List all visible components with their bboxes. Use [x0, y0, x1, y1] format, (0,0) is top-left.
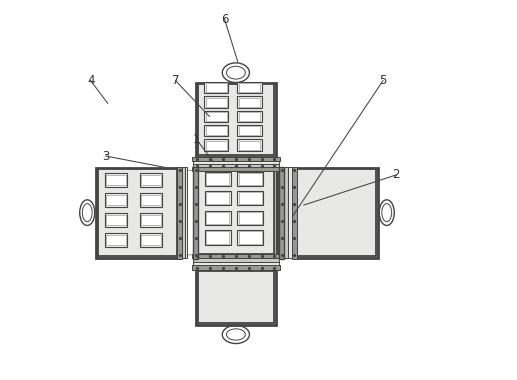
- Ellipse shape: [82, 204, 92, 222]
- Ellipse shape: [226, 329, 245, 340]
- Bar: [237, 191, 263, 206]
- Bar: [206, 212, 229, 224]
- Bar: [141, 174, 161, 185]
- Bar: [193, 262, 279, 266]
- Bar: [237, 82, 262, 93]
- Bar: [206, 231, 229, 244]
- Bar: [204, 97, 229, 108]
- Bar: [106, 234, 126, 245]
- Bar: [237, 125, 262, 136]
- Bar: [292, 166, 297, 259]
- Bar: [98, 169, 177, 256]
- Bar: [177, 166, 183, 259]
- Bar: [205, 230, 231, 245]
- Bar: [204, 111, 229, 122]
- Bar: [237, 139, 262, 151]
- Bar: [206, 83, 227, 92]
- Bar: [288, 167, 292, 258]
- Bar: [206, 192, 229, 204]
- Bar: [192, 167, 280, 171]
- Bar: [239, 126, 260, 135]
- Bar: [140, 214, 162, 226]
- Bar: [198, 84, 273, 155]
- Bar: [237, 97, 262, 108]
- Bar: [237, 111, 262, 122]
- Bar: [193, 258, 279, 262]
- Bar: [196, 169, 276, 256]
- Bar: [206, 126, 227, 135]
- Ellipse shape: [382, 204, 392, 222]
- Bar: [237, 171, 263, 186]
- Bar: [204, 125, 229, 136]
- Bar: [106, 195, 126, 206]
- Bar: [140, 233, 162, 247]
- Bar: [279, 166, 284, 259]
- Text: 7: 7: [172, 74, 179, 87]
- Bar: [141, 195, 161, 206]
- Bar: [237, 230, 263, 245]
- Text: 6: 6: [221, 13, 229, 25]
- Bar: [196, 83, 276, 157]
- Bar: [204, 82, 229, 93]
- Bar: [198, 171, 273, 254]
- Bar: [204, 139, 229, 151]
- Bar: [295, 168, 378, 258]
- Bar: [206, 173, 229, 185]
- Bar: [193, 164, 279, 167]
- Bar: [141, 215, 161, 225]
- Bar: [239, 83, 260, 92]
- Bar: [284, 167, 288, 258]
- Bar: [193, 166, 198, 259]
- Text: 4: 4: [87, 74, 95, 87]
- Bar: [239, 212, 262, 224]
- Text: 2: 2: [392, 168, 400, 181]
- Bar: [140, 193, 162, 207]
- Bar: [96, 168, 179, 258]
- Text: 3: 3: [102, 150, 110, 163]
- Bar: [239, 98, 260, 107]
- Bar: [239, 112, 260, 121]
- Bar: [104, 193, 127, 207]
- Bar: [205, 171, 231, 186]
- Bar: [239, 173, 262, 185]
- Bar: [181, 167, 185, 258]
- Bar: [237, 211, 263, 225]
- Bar: [141, 234, 161, 245]
- Bar: [194, 166, 278, 259]
- Bar: [206, 141, 227, 150]
- Bar: [239, 192, 262, 204]
- Bar: [104, 233, 127, 247]
- Bar: [193, 161, 279, 164]
- Bar: [185, 167, 187, 258]
- Bar: [196, 270, 276, 325]
- Bar: [198, 271, 273, 323]
- Bar: [239, 231, 262, 244]
- Bar: [192, 254, 280, 258]
- Bar: [104, 214, 127, 226]
- Bar: [192, 266, 280, 270]
- Bar: [140, 173, 162, 187]
- Ellipse shape: [226, 66, 245, 79]
- Bar: [206, 98, 227, 107]
- Bar: [104, 173, 127, 187]
- Text: 1: 1: [192, 133, 200, 146]
- Bar: [297, 169, 376, 256]
- Text: 5: 5: [379, 74, 387, 87]
- Bar: [106, 174, 126, 185]
- Bar: [206, 112, 227, 121]
- Bar: [205, 211, 231, 225]
- Bar: [106, 215, 126, 225]
- Bar: [205, 191, 231, 206]
- Bar: [192, 157, 280, 161]
- Bar: [239, 141, 260, 150]
